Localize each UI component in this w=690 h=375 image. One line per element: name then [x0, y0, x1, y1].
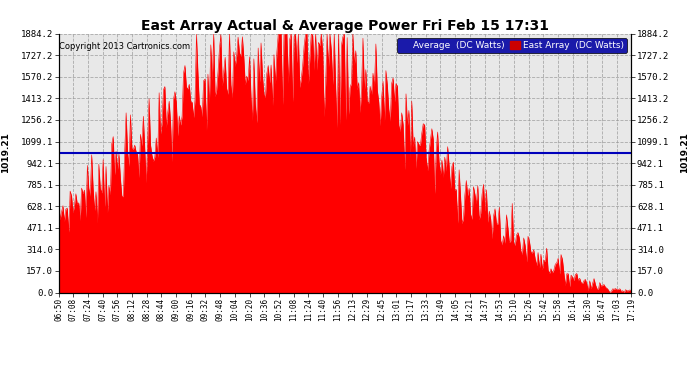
Text: Copyright 2013 Cartronics.com: Copyright 2013 Cartronics.com [59, 42, 190, 51]
Legend: Average  (DC Watts), East Array  (DC Watts): Average (DC Watts), East Array (DC Watts… [397, 38, 627, 53]
Title: East Array Actual & Average Power Fri Feb 15 17:31: East Array Actual & Average Power Fri Fe… [141, 19, 549, 33]
Text: 1019.21: 1019.21 [680, 132, 689, 173]
Text: 1019.21: 1019.21 [1, 132, 10, 173]
